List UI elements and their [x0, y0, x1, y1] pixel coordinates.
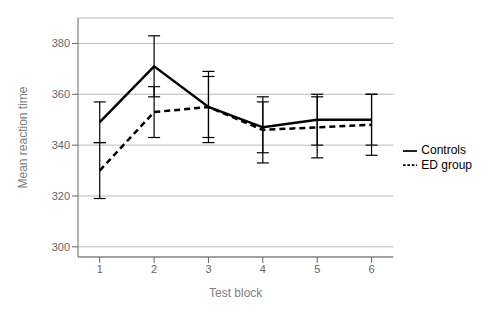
svg-text:6: 6 [368, 263, 374, 275]
svg-text:3: 3 [205, 263, 211, 275]
svg-text:Test block: Test block [209, 286, 263, 300]
svg-text:300: 300 [52, 241, 70, 253]
svg-text:5: 5 [314, 263, 320, 275]
svg-text:360: 360 [52, 88, 70, 100]
svg-text:4: 4 [260, 263, 266, 275]
html-text:ED group: ED group [421, 157, 472, 172]
svg-text:380: 380 [52, 37, 70, 49]
svg-text:2: 2 [151, 263, 157, 275]
html-text:Controls: Controls [421, 142, 466, 157]
svg-text:Mean reaction time: Mean reaction time [16, 86, 30, 188]
svg-text:1: 1 [97, 263, 103, 275]
svg-text:340: 340 [52, 139, 70, 151]
svg-text:320: 320 [52, 190, 70, 202]
